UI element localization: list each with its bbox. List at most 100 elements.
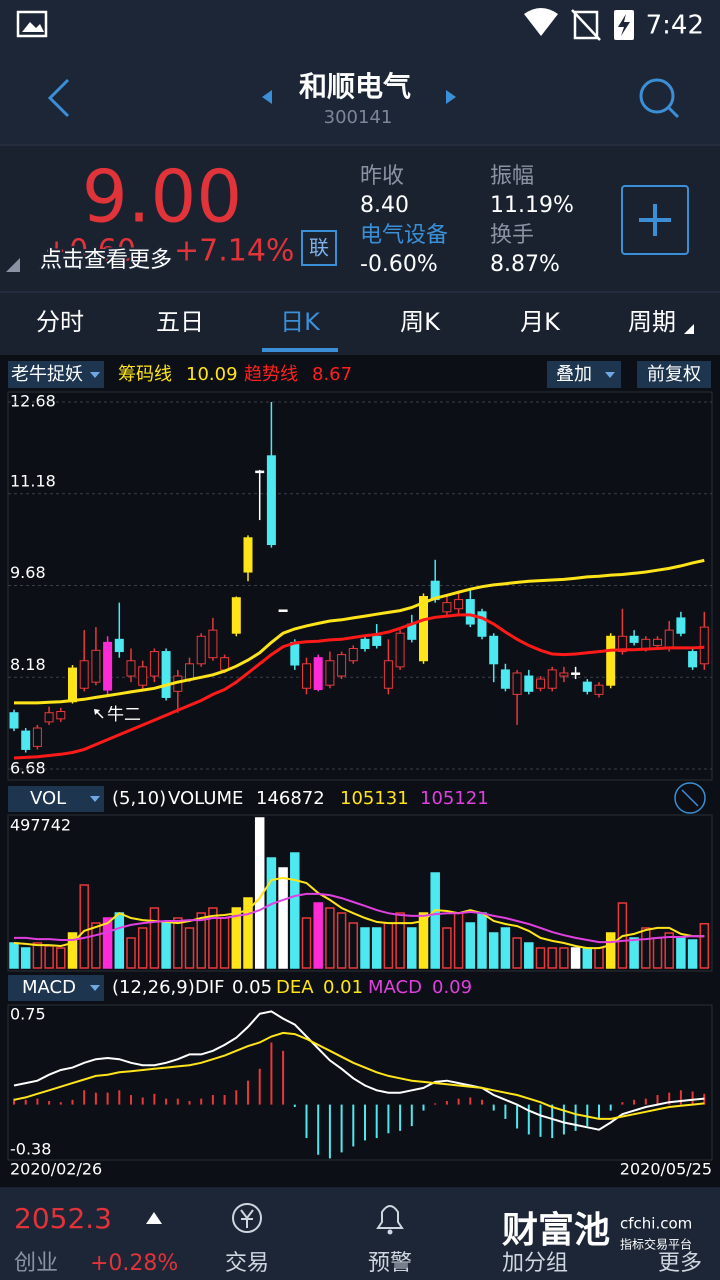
index-name[interactable]: 创业 xyxy=(14,1251,58,1276)
candle-body xyxy=(68,667,77,703)
candle-body xyxy=(571,672,581,675)
candle-body xyxy=(360,638,370,650)
annotation: 牛二 xyxy=(107,705,141,725)
candle-body xyxy=(500,669,510,689)
vol-ma-value: 105131 xyxy=(340,788,409,809)
candle-body xyxy=(512,672,522,695)
search-icon xyxy=(639,78,675,114)
volume-bar xyxy=(9,942,19,969)
link-badge-box[interactable] xyxy=(301,230,337,266)
candle-body xyxy=(559,672,569,677)
legend-name: MACD xyxy=(368,977,422,998)
volume-bar xyxy=(687,939,698,969)
y-tick-label: 6.68 xyxy=(10,759,46,778)
tab[interactable]: 周K xyxy=(400,308,441,336)
nav-label[interactable]: 预警 xyxy=(368,1251,412,1276)
candle-body xyxy=(337,654,347,677)
candle-body xyxy=(103,641,113,691)
tooltip[interactable]: 点击查看更多 xyxy=(38,246,174,275)
nav-alert[interactable]: 预警 xyxy=(368,1205,412,1276)
adjust-button[interactable] xyxy=(637,361,711,388)
next-stock[interactable] xyxy=(446,90,456,104)
back-button[interactable] xyxy=(47,78,70,118)
stat-label[interactable]: 电气设备 xyxy=(360,223,448,248)
line-series xyxy=(14,558,705,705)
nav-label[interactable]: 更多 xyxy=(658,1251,702,1276)
tab-dropdown-arrow xyxy=(684,324,694,334)
candle-body xyxy=(266,455,276,546)
stat-value: 8.87% xyxy=(490,252,560,277)
tab[interactable]: 周期 xyxy=(628,308,676,336)
volume-bar xyxy=(383,922,394,969)
header-bg xyxy=(0,0,720,145)
nav-trade[interactable]: 交易 xyxy=(225,1203,269,1276)
stat-label: 换手 xyxy=(490,223,534,248)
candle-body xyxy=(536,678,545,689)
line-series xyxy=(13,1010,705,1131)
indicator-select[interactable] xyxy=(8,361,104,388)
candle-body xyxy=(208,629,218,659)
volume-bar xyxy=(149,907,160,969)
tab[interactable]: 日K xyxy=(280,308,321,336)
volume-bar xyxy=(664,932,674,969)
search-button[interactable] xyxy=(639,78,680,119)
line-series xyxy=(13,613,705,760)
index-change[interactable]: +0.28% xyxy=(90,1251,178,1276)
sim-icon-slash xyxy=(571,9,601,41)
volume-bar xyxy=(430,872,440,969)
y-tick-label: 8.18 xyxy=(10,655,46,674)
vol-params: (5,10) xyxy=(112,788,166,809)
add-button[interactable] xyxy=(621,185,689,255)
index-value[interactable]: 2052.3 xyxy=(14,1202,112,1235)
volume-bar xyxy=(290,852,300,969)
volume-bar xyxy=(594,947,604,969)
candle-body xyxy=(465,599,475,625)
tab[interactable]: 分时 xyxy=(36,308,84,336)
adjust-label[interactable]: 前复权 xyxy=(647,364,701,385)
watermark-brand: 财富池 xyxy=(502,1209,610,1251)
legend-value: 8.67 xyxy=(312,364,352,385)
tab-bar: 分时 五日 日K 周K 月K 周期 xyxy=(36,308,694,352)
tab[interactable]: 月K xyxy=(520,308,561,336)
volume-bar xyxy=(208,907,218,969)
candle-body xyxy=(161,651,171,698)
candle-body xyxy=(606,635,616,686)
volume-bar xyxy=(114,912,125,969)
footer-bg xyxy=(0,1188,720,1280)
volume-bar xyxy=(699,922,710,969)
index-up-arrow xyxy=(146,1212,162,1224)
macd-select[interactable] xyxy=(8,975,104,1001)
macd-title[interactable]: MACD xyxy=(22,977,76,998)
legend-name: DIF xyxy=(195,977,225,998)
expand-button[interactable] xyxy=(674,782,706,814)
tab-indicator xyxy=(262,348,338,352)
vol-title[interactable]: VOL xyxy=(30,788,66,809)
add-button-box xyxy=(621,185,689,255)
prev-stock[interactable] xyxy=(262,90,272,104)
legend-name: 趋势线 xyxy=(244,364,298,385)
candle-body xyxy=(641,638,651,650)
volume-bar xyxy=(313,902,323,969)
stat-value: 11.19% xyxy=(490,193,574,218)
stock-name: 和顺电气 xyxy=(299,70,411,103)
nav-icon xyxy=(376,1205,404,1229)
legend-value: 0.01 xyxy=(323,977,363,998)
vol-select[interactable] xyxy=(8,786,104,812)
nav-label[interactable]: 交易 xyxy=(225,1251,269,1276)
nav-label[interactable]: 加分组 xyxy=(502,1251,568,1276)
candle-body xyxy=(629,635,639,643)
candle-body xyxy=(348,648,358,662)
x-label: 2020/02/26 xyxy=(10,1160,102,1179)
overlay-label[interactable]: 叠加 xyxy=(556,364,592,385)
link-badge[interactable]: 联 xyxy=(309,236,329,260)
candle-body xyxy=(664,629,674,650)
candle-body xyxy=(617,635,627,653)
indicator-name[interactable]: 老牛捉妖 xyxy=(11,364,83,385)
volume-bar xyxy=(266,857,277,969)
volume-bar xyxy=(535,947,546,969)
candle-body xyxy=(44,712,54,723)
tab[interactable]: 五日 xyxy=(156,308,204,336)
nav-icon xyxy=(240,1209,254,1228)
watermark-site: cfchi.com xyxy=(620,1215,692,1233)
